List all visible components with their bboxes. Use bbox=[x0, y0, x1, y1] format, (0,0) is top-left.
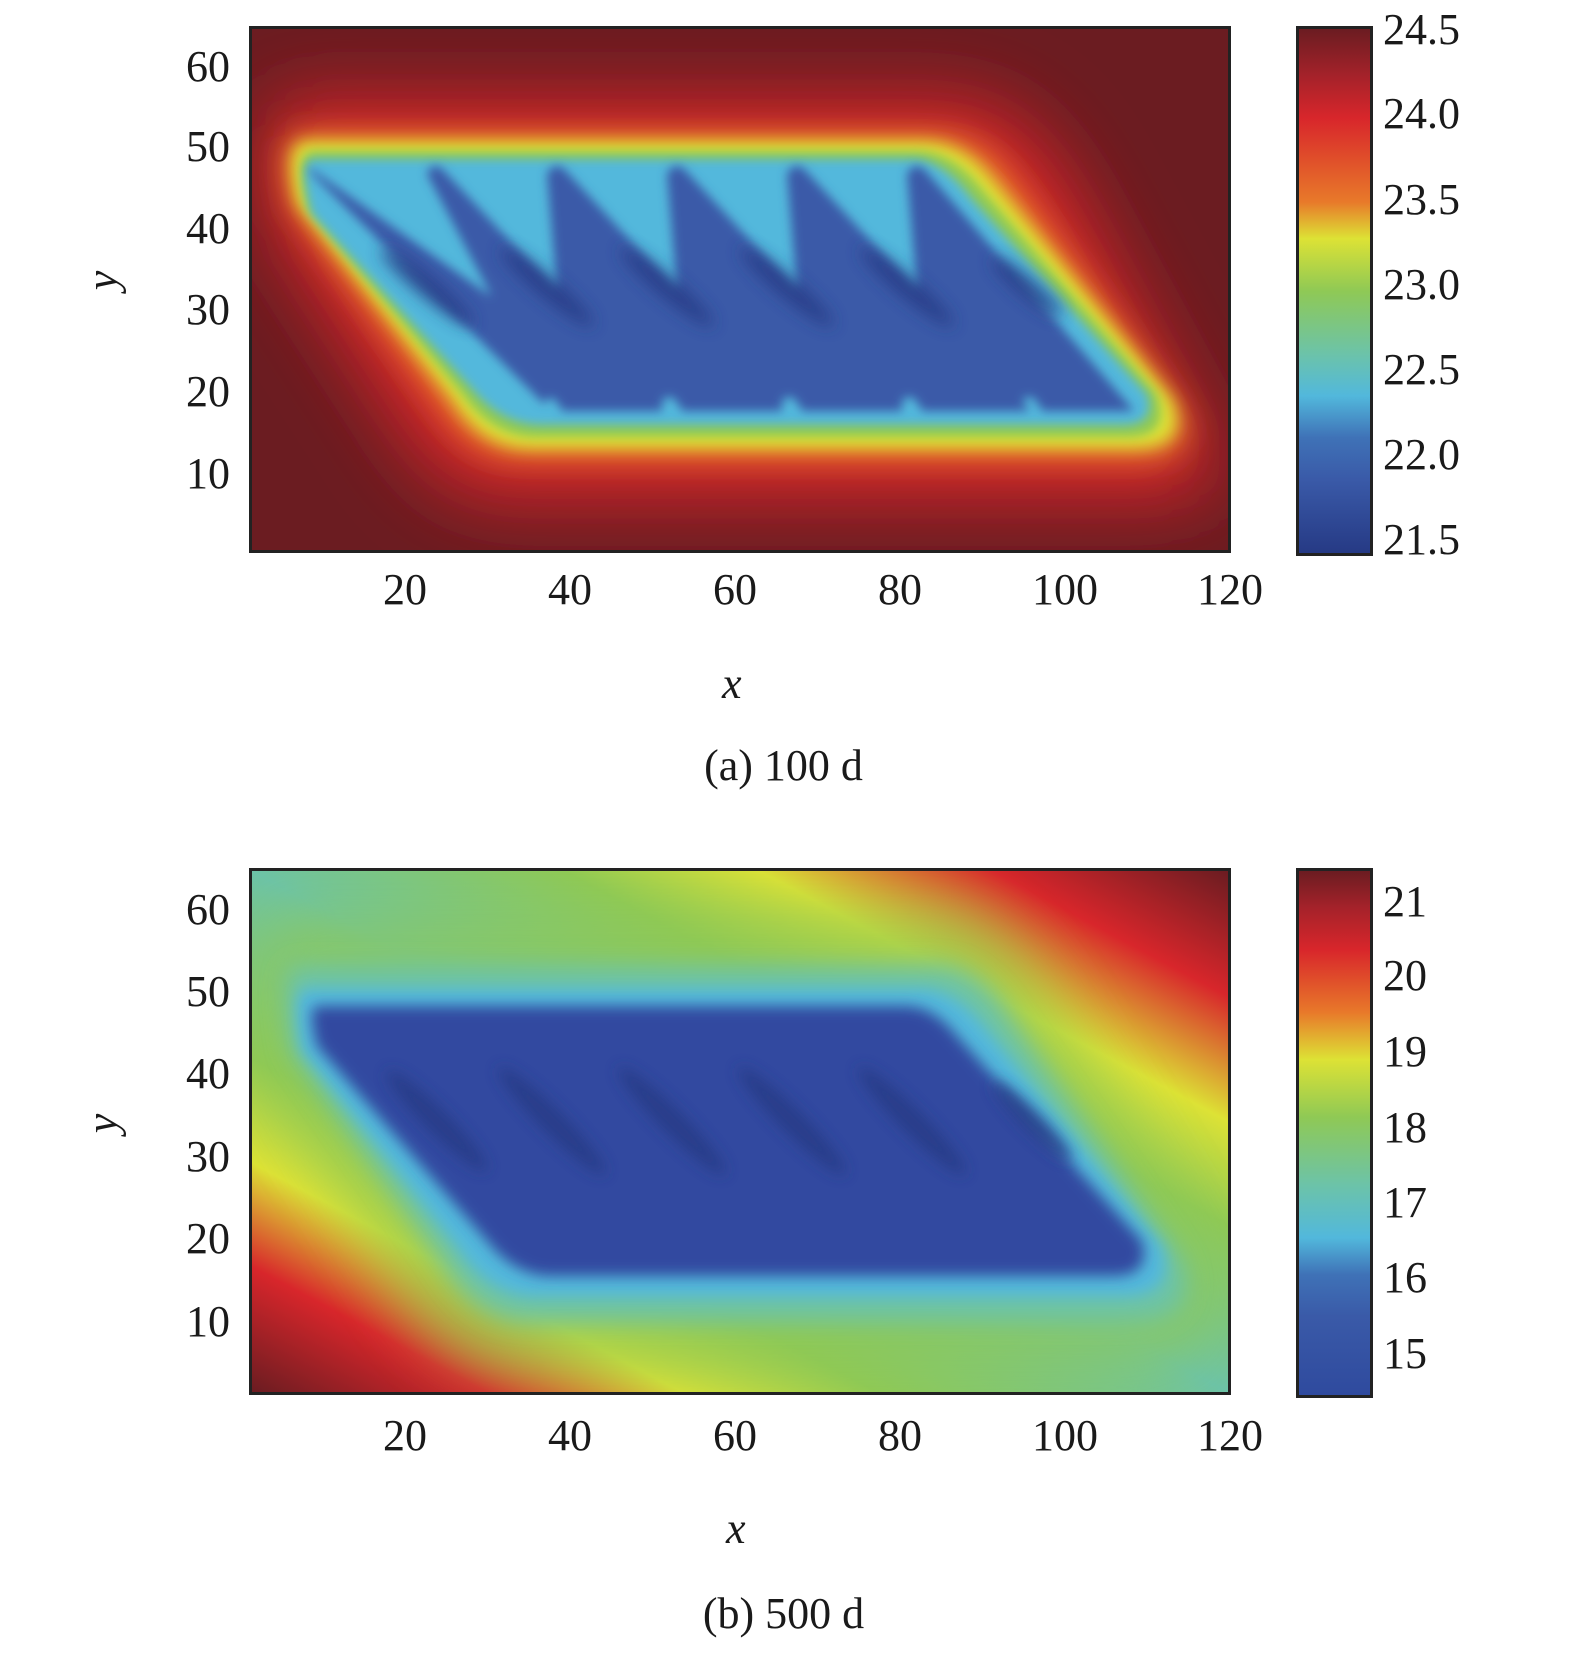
x-tick-label: 60 bbox=[713, 1411, 757, 1460]
y-tick-label: 10 bbox=[186, 449, 230, 498]
colorbar-tick-label: 16 bbox=[1383, 1253, 1427, 1302]
x-tick-label: 120 bbox=[1197, 565, 1263, 614]
y-tick-label: 20 bbox=[186, 1214, 230, 1263]
y-tick-label: 30 bbox=[186, 1132, 230, 1181]
caption-b: (b) 500 d bbox=[702, 1589, 865, 1638]
heatmap-plot-b bbox=[249, 868, 1231, 1395]
x-tick-label: 40 bbox=[548, 1411, 592, 1460]
colorbar-tick-label: 20 bbox=[1383, 951, 1427, 1000]
x-axis-label: x bbox=[726, 1504, 746, 1553]
colorbar-tick-label: 22.0 bbox=[1383, 430, 1460, 479]
heatmap-plot-a bbox=[249, 26, 1231, 553]
colorbar-tick-label: 24.0 bbox=[1383, 89, 1460, 138]
heatmap-b-graphic bbox=[252, 871, 1228, 1392]
caption-a: (a) 100 d bbox=[704, 741, 863, 790]
colorbar-tick-label: 22.5 bbox=[1383, 345, 1460, 394]
x-tick-label: 20 bbox=[383, 1411, 427, 1460]
colorbar-tick-label: 21.5 bbox=[1383, 515, 1460, 564]
y-tick-label: 60 bbox=[186, 885, 230, 934]
colorbar-tick-label: 19 bbox=[1383, 1027, 1427, 1076]
x-tick-label: 20 bbox=[383, 565, 427, 614]
colorbar-tick-label: 21 bbox=[1383, 877, 1427, 926]
colorbar-b bbox=[1296, 868, 1373, 1398]
x-tick-label: 120 bbox=[1197, 1411, 1263, 1460]
y-tick-label: 50 bbox=[186, 122, 230, 171]
x-tick-label: 80 bbox=[878, 1411, 922, 1460]
colorbar-a bbox=[1296, 26, 1373, 556]
x-tick-label: 100 bbox=[1032, 565, 1098, 614]
colorbar-tick-label: 23.0 bbox=[1383, 260, 1460, 309]
y-tick-label: 40 bbox=[186, 1049, 230, 1098]
heatmap-a-graphic bbox=[252, 29, 1228, 550]
colorbar-tick-label: 23.5 bbox=[1383, 175, 1460, 224]
y-tick-label: 40 bbox=[186, 204, 230, 253]
y-tick-label: 50 bbox=[186, 967, 230, 1016]
colorbar-tick-label: 24.5 bbox=[1383, 5, 1460, 54]
x-tick-label: 60 bbox=[713, 565, 757, 614]
y-tick-label: 30 bbox=[186, 285, 230, 334]
colorbar-tick-label: 17 bbox=[1383, 1178, 1427, 1227]
colorbar-tick-label: 15 bbox=[1383, 1329, 1427, 1378]
y-tick-label: 20 bbox=[186, 367, 230, 416]
colorbar-tick-label: 18 bbox=[1383, 1103, 1427, 1152]
y-axis-label: y bbox=[77, 270, 127, 291]
y-axis-label: y bbox=[77, 1113, 127, 1134]
x-tick-label: 80 bbox=[878, 565, 922, 614]
y-tick-label: 10 bbox=[186, 1297, 230, 1346]
x-tick-label: 40 bbox=[548, 565, 592, 614]
x-axis-label: x bbox=[722, 659, 742, 708]
y-tick-label: 60 bbox=[186, 42, 230, 91]
x-tick-label: 100 bbox=[1032, 1411, 1098, 1460]
